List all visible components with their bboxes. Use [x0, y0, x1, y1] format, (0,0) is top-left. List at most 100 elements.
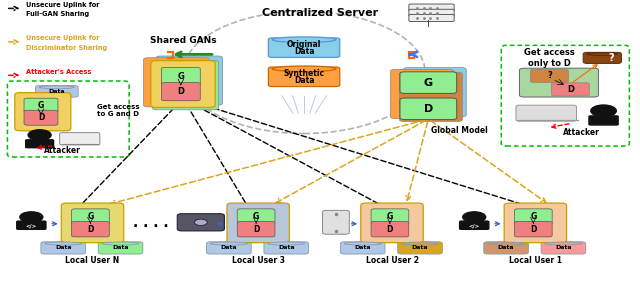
FancyBboxPatch shape — [72, 222, 109, 237]
FancyBboxPatch shape — [371, 209, 409, 224]
FancyBboxPatch shape — [403, 68, 467, 117]
Text: · · · ·: · · · · — [133, 220, 169, 234]
Text: Original: Original — [287, 40, 321, 49]
Ellipse shape — [39, 86, 74, 89]
Text: Attacker: Attacker — [44, 146, 81, 155]
Text: </>: </> — [468, 223, 480, 228]
Text: Get access
only to D: Get access only to D — [524, 48, 575, 68]
FancyBboxPatch shape — [161, 68, 200, 86]
Text: Get access
to G and D: Get access to G and D — [97, 104, 140, 117]
Text: Attacker's Access: Attacker's Access — [26, 69, 91, 75]
Text: </>: </> — [26, 223, 37, 228]
Text: G: G — [424, 78, 433, 88]
Text: D: D — [177, 87, 184, 96]
FancyBboxPatch shape — [361, 203, 423, 243]
FancyBboxPatch shape — [390, 69, 454, 119]
Text: Unsecure Uplink for: Unsecure Uplink for — [26, 2, 99, 8]
FancyBboxPatch shape — [399, 72, 463, 122]
Ellipse shape — [211, 242, 247, 245]
Text: Full-GAN Sharing: Full-GAN Sharing — [26, 11, 89, 17]
Ellipse shape — [401, 242, 438, 245]
Text: G: G — [177, 72, 184, 81]
Text: G: G — [387, 212, 393, 221]
Text: Data: Data — [412, 245, 428, 250]
Text: Local User 3: Local User 3 — [232, 256, 285, 265]
FancyBboxPatch shape — [60, 133, 100, 145]
FancyBboxPatch shape — [409, 9, 454, 16]
FancyBboxPatch shape — [588, 115, 619, 126]
Text: Centralized Server: Centralized Server — [262, 8, 378, 18]
FancyBboxPatch shape — [397, 242, 442, 254]
Ellipse shape — [102, 242, 139, 245]
Text: Data: Data — [49, 88, 65, 94]
Text: D: D — [424, 104, 433, 114]
Text: Unsecure Uplink for: Unsecure Uplink for — [26, 35, 99, 41]
FancyBboxPatch shape — [515, 222, 552, 237]
FancyBboxPatch shape — [504, 203, 566, 243]
Text: Data: Data — [498, 245, 515, 250]
FancyBboxPatch shape — [227, 203, 289, 243]
FancyBboxPatch shape — [340, 242, 385, 254]
Circle shape — [28, 130, 51, 140]
Ellipse shape — [545, 242, 582, 245]
FancyBboxPatch shape — [99, 242, 143, 254]
FancyBboxPatch shape — [400, 98, 457, 119]
Text: Data: Data — [112, 245, 129, 250]
Ellipse shape — [268, 242, 305, 245]
Text: Local User 2: Local User 2 — [365, 256, 419, 265]
FancyBboxPatch shape — [143, 58, 210, 107]
Text: Global Model: Global Model — [431, 126, 487, 135]
Text: Data: Data — [278, 245, 294, 250]
FancyBboxPatch shape — [177, 214, 225, 231]
Text: Data: Data — [221, 245, 237, 250]
FancyBboxPatch shape — [35, 86, 78, 97]
Ellipse shape — [488, 242, 525, 245]
Text: Synthetic: Synthetic — [284, 69, 324, 78]
FancyBboxPatch shape — [459, 220, 490, 230]
FancyBboxPatch shape — [237, 222, 275, 237]
Ellipse shape — [587, 53, 618, 55]
FancyBboxPatch shape — [583, 52, 621, 63]
Ellipse shape — [272, 37, 336, 42]
FancyBboxPatch shape — [24, 110, 58, 125]
FancyBboxPatch shape — [61, 203, 124, 243]
FancyBboxPatch shape — [409, 14, 454, 22]
FancyBboxPatch shape — [151, 61, 215, 107]
Text: G: G — [87, 212, 93, 221]
FancyBboxPatch shape — [516, 105, 577, 121]
Text: Local User 1: Local User 1 — [509, 256, 562, 265]
FancyBboxPatch shape — [264, 242, 308, 254]
Text: D: D — [253, 225, 259, 234]
Text: ?: ? — [609, 53, 614, 63]
Circle shape — [463, 212, 486, 222]
Circle shape — [591, 105, 616, 117]
FancyBboxPatch shape — [268, 67, 340, 86]
Text: D: D — [530, 225, 536, 234]
FancyBboxPatch shape — [531, 69, 568, 83]
FancyBboxPatch shape — [15, 93, 71, 131]
Text: D: D — [567, 85, 574, 94]
Ellipse shape — [45, 242, 82, 245]
FancyBboxPatch shape — [41, 242, 86, 254]
Text: Data: Data — [294, 76, 314, 85]
Text: Data: Data — [294, 47, 314, 56]
Ellipse shape — [195, 219, 207, 225]
Text: Discriminator Sharing: Discriminator Sharing — [26, 45, 107, 51]
FancyBboxPatch shape — [152, 61, 219, 110]
FancyBboxPatch shape — [237, 209, 275, 224]
FancyBboxPatch shape — [16, 220, 47, 230]
FancyBboxPatch shape — [371, 222, 409, 237]
FancyBboxPatch shape — [409, 4, 454, 11]
FancyBboxPatch shape — [515, 209, 552, 224]
Text: ?: ? — [547, 71, 552, 81]
Circle shape — [20, 212, 43, 222]
Text: Data: Data — [355, 245, 371, 250]
Text: Attacker: Attacker — [563, 128, 600, 137]
Text: G: G — [530, 212, 536, 221]
Text: Local User N: Local User N — [65, 256, 120, 265]
FancyBboxPatch shape — [484, 242, 529, 254]
FancyBboxPatch shape — [541, 242, 586, 254]
FancyBboxPatch shape — [520, 68, 598, 97]
Text: G: G — [38, 101, 44, 110]
FancyBboxPatch shape — [207, 242, 251, 254]
